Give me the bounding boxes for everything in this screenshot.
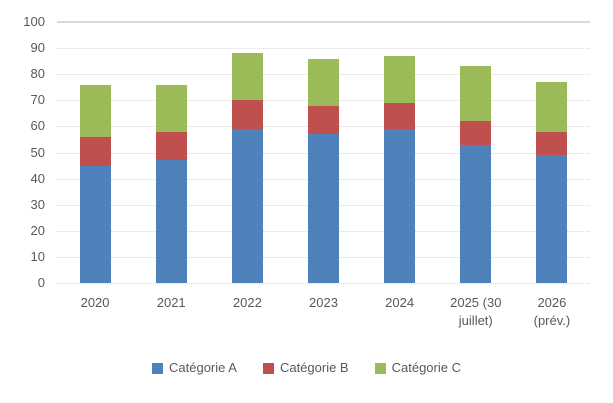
bar-segment-2021-serie-3[interactable] [155,84,187,132]
bar-segment-2021-serie-2[interactable] [155,131,187,161]
bar-segment-2026-pr-v--serie-1[interactable] [536,155,568,283]
bar-segment-2024-serie-1[interactable] [384,129,416,283]
legend-label: Catégorie A [169,360,237,375]
bar-segment-2023-serie-1[interactable] [308,134,339,283]
bar-segment-2023-serie-2[interactable] [308,105,339,135]
y-tick-label: 60 [30,118,45,134]
bar-segment-2023-serie-3[interactable] [308,58,339,106]
bar-segment-2025-30-juillet--serie-3[interactable] [460,66,492,122]
bar-segment-2026-pr-v--serie-2[interactable] [536,131,568,156]
bar-segment-2020-serie-2[interactable] [79,136,111,166]
x-axis-label: 2023 [309,295,338,310]
legend-item-1[interactable]: Catégorie A [152,359,237,377]
y-tick-label: 80 [30,66,45,82]
bar-segment-2022-serie-1[interactable] [231,129,263,283]
y-tick-label: 40 [30,170,45,186]
bar-segment-2025-30-juillet--serie-2[interactable] [460,121,492,145]
gridline-y-0 [57,283,590,284]
y-tick-label: 30 [30,196,45,212]
legend: Catégorie A Catégorie B Catégorie C [0,359,613,377]
bar-segment-2025-30-juillet--serie-1[interactable] [460,144,492,283]
legend-item-3[interactable]: Catégorie C [374,359,461,377]
x-axis-label: 2020 [80,295,110,310]
legend-swatch-icon [374,362,386,374]
bar-segment-2022-serie-2[interactable] [231,100,263,130]
y-tick-label: 90 [30,40,45,56]
x-axis-label: 2022 [232,295,262,310]
gridline-y-90 [57,48,590,50]
bar-segment-2020-serie-1[interactable] [79,165,111,283]
y-tick-label: 50 [30,144,45,160]
bar-segment-2020-serie-3[interactable] [79,84,111,137]
y-tick-label: 20 [30,222,45,238]
bar-segment-2024-serie-2[interactable] [384,102,416,130]
y-tick-label: 70 [30,92,45,108]
legend-label: Catégorie C [391,360,461,375]
legend-label: Catégorie B [279,360,349,375]
y-tick-label: 100 [23,14,45,29]
plot-area [57,21,590,284]
bar-segment-2021-serie-1[interactable] [155,160,187,283]
legend-swatch-icon [262,362,274,374]
x-axis-label: 2024 [385,295,415,310]
y-tick-label: 10 [30,248,45,264]
gridline-y-100 [57,21,590,23]
x-axis-label: 2026 (prév.) [533,295,571,328]
x-axis-label: 2021 [156,295,186,310]
legend-item-2[interactable]: Catégorie B [262,359,349,377]
bar-segment-2022-serie-3[interactable] [231,53,263,101]
legend-swatch-icon [152,362,164,374]
bar-segment-2024-serie-3[interactable] [384,55,416,103]
y-tick-label: 0 [37,275,45,290]
x-axis-label: 2025 (30 juillet) [450,295,502,328]
bar-segment-2026-pr-v--serie-3[interactable] [536,82,568,132]
